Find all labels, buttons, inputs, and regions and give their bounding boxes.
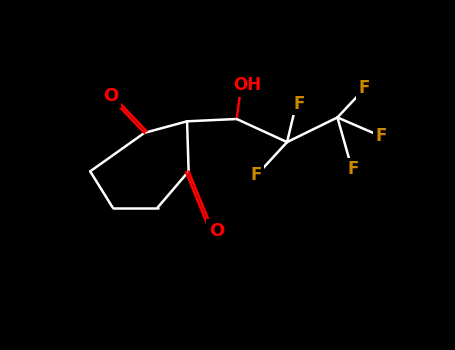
Text: O: O xyxy=(103,87,118,105)
Text: OH: OH xyxy=(233,76,261,94)
Text: F: F xyxy=(347,160,359,178)
Text: OH: OH xyxy=(233,76,261,94)
Text: F: F xyxy=(358,79,369,97)
Text: O: O xyxy=(209,222,224,240)
Text: O: O xyxy=(209,222,224,240)
Text: F: F xyxy=(358,79,369,97)
Text: F: F xyxy=(375,127,386,145)
Text: F: F xyxy=(347,160,359,178)
Text: F: F xyxy=(294,94,305,113)
Text: F: F xyxy=(294,94,305,113)
Text: F: F xyxy=(250,166,262,184)
Text: F: F xyxy=(375,127,386,145)
Text: F: F xyxy=(250,166,262,184)
Text: O: O xyxy=(103,87,118,105)
